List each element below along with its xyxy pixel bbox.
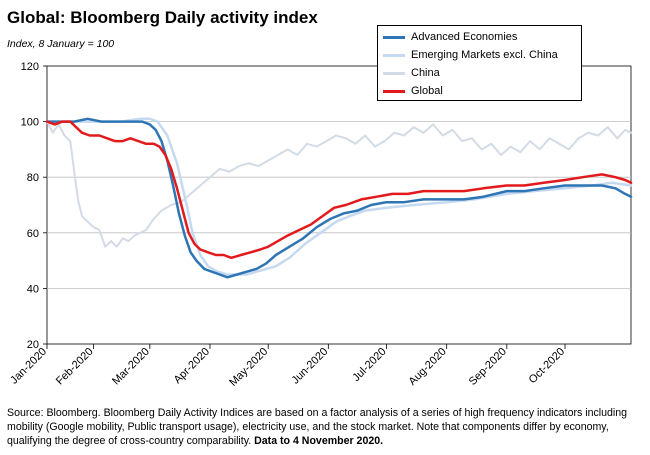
x-tick-label: Mar-2020 <box>110 346 152 388</box>
legend-label: China <box>411 67 440 79</box>
x-tick-label: May-2020 <box>227 346 270 389</box>
source-note: Source: Bloomberg. Bloomberg Daily Activ… <box>7 406 643 448</box>
y-tick-label: 20 <box>27 339 39 351</box>
source-text: Source: Bloomberg. Bloomberg Daily Activ… <box>7 407 628 447</box>
source-date-note: Data to 4 November 2020. <box>254 435 384 447</box>
legend-swatch <box>383 89 405 93</box>
legend-swatch <box>383 35 405 39</box>
y-tick-label: 120 <box>21 61 39 73</box>
legend-item: China <box>383 65 440 81</box>
series-line-advanced-economies <box>45 117 633 279</box>
chart-legend: Advanced Economies Emerging Markets excl.… <box>377 25 582 101</box>
legend-swatch <box>383 53 405 57</box>
legend-label: Advanced Economies <box>411 31 518 43</box>
legend-swatch <box>383 71 405 75</box>
chart-title: Global: Bloomberg Daily activity index <box>7 8 318 27</box>
x-tick-label: Feb-2020 <box>54 346 96 388</box>
y-tick-label: 80 <box>27 172 39 184</box>
x-tick-label: Jul-2020 <box>350 346 388 384</box>
y-tick-label: 40 <box>27 283 39 295</box>
y-tick-label: 100 <box>21 117 39 129</box>
chart-subtitle: Index, 8 January = 100 <box>7 38 115 50</box>
plot-area <box>46 65 632 345</box>
legend-item: Global <box>383 83 443 99</box>
legend-label: Emerging Markets excl. China <box>411 49 558 61</box>
x-tick-label: Jan-2020 <box>8 346 49 387</box>
legend-item: Advanced Economies <box>383 29 517 45</box>
line-chart: 20 40 60 80 100 120 Jan-2020 Feb-2020 Mar-2020 Ap… <box>8 61 633 389</box>
legend-item: Emerging Markets excl. China <box>383 47 558 63</box>
series-line-global <box>45 120 633 260</box>
legend-label: Global <box>411 85 443 97</box>
x-tick-label: Aug-2020 <box>407 346 449 388</box>
x-tick-label: Apr-2020 <box>172 346 212 386</box>
x-tick-label: Sep-2020 <box>467 346 509 388</box>
series-line-china <box>46 120 632 248</box>
y-tick-label: 60 <box>27 228 39 240</box>
series-line-emerging-markets-excl-china <box>45 117 633 276</box>
x-tick-label: Jun-2020 <box>290 346 331 387</box>
x-tick-label: Oct-2020 <box>527 346 567 386</box>
